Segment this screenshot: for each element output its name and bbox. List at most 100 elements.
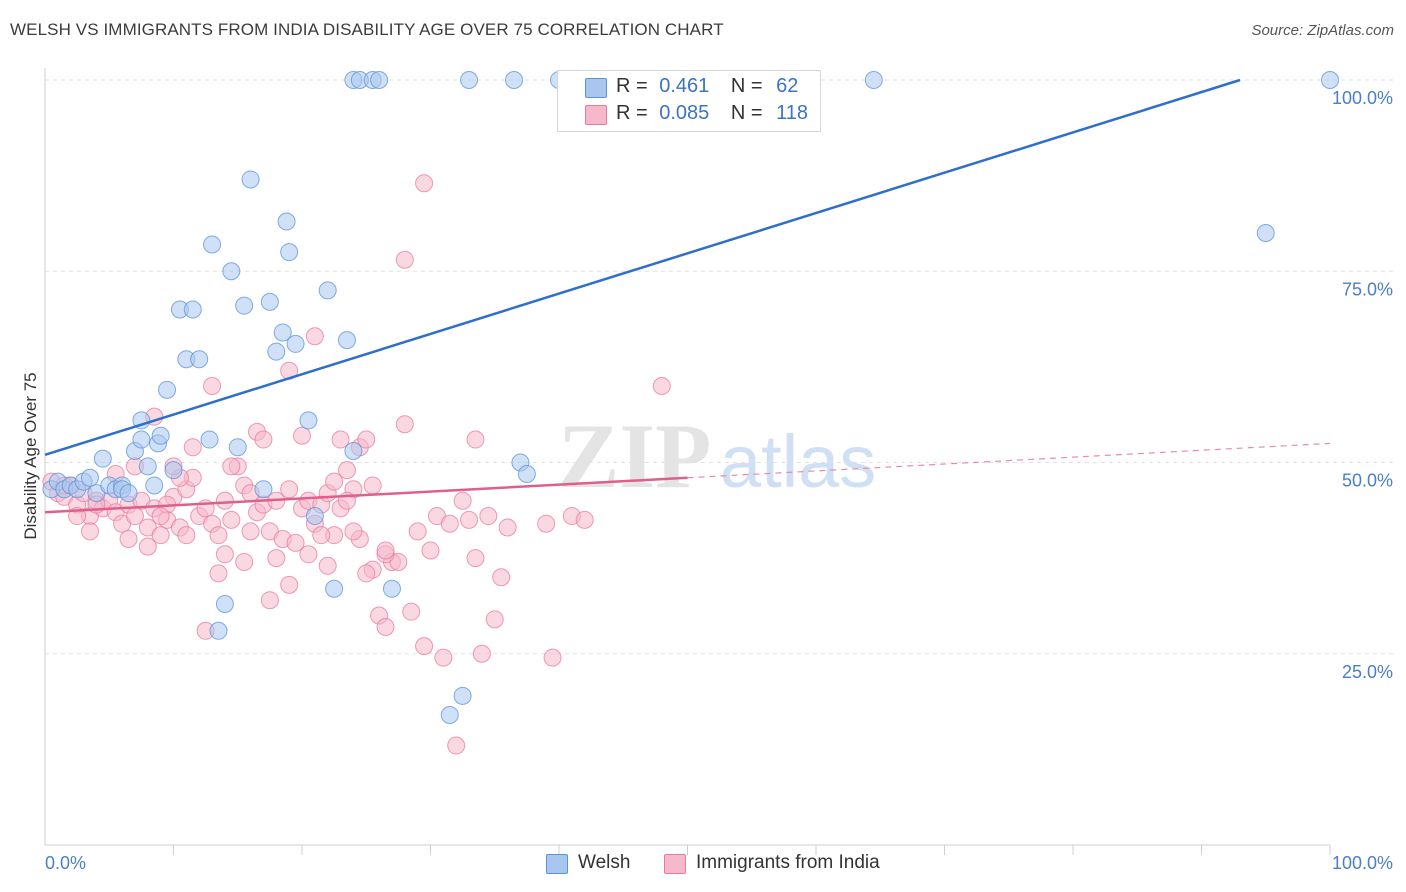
india-point [395, 250, 414, 269]
y-tick-label: 50.0% [1342, 471, 1393, 491]
welsh-point [318, 281, 337, 300]
india-point [209, 526, 228, 545]
y-tick-label: 25.0% [1342, 662, 1393, 682]
india-point [215, 545, 234, 564]
india-point [235, 552, 254, 571]
welsh-point [235, 296, 254, 315]
welsh-point [254, 480, 273, 499]
welsh-point [305, 507, 324, 526]
welsh-point [132, 430, 151, 449]
welsh-point [267, 342, 286, 361]
india-point [357, 564, 376, 583]
india-point [209, 564, 228, 583]
india-point [453, 491, 472, 510]
welsh-point [145, 476, 164, 495]
welsh-point [190, 350, 209, 369]
india-point [293, 426, 311, 445]
welsh-point [200, 430, 219, 449]
welsh-point [280, 243, 299, 262]
india-point [254, 430, 273, 449]
welsh-point [370, 71, 389, 89]
x-tick-label-max: 100.0% [1332, 853, 1393, 873]
legend-n-label: N = [730, 75, 763, 97]
india-point [80, 522, 99, 541]
legend-swatch-welsh [585, 78, 607, 98]
india-point [575, 510, 594, 529]
welsh-point [1321, 71, 1339, 89]
welsh-point [517, 464, 536, 483]
welsh-point [505, 71, 524, 89]
india-point [280, 480, 299, 499]
india-point [125, 507, 144, 526]
welsh-point [440, 705, 459, 724]
india-point [498, 518, 517, 537]
watermark-atlas: atlas [720, 420, 876, 503]
india-point [466, 549, 485, 568]
india-point [138, 537, 157, 556]
welsh-point [222, 262, 241, 281]
welsh-point [93, 449, 112, 468]
welsh-point [325, 579, 344, 598]
india-point [280, 575, 299, 594]
welsh-point [209, 621, 228, 640]
welsh-point [277, 212, 296, 231]
india-point [479, 507, 498, 526]
tick-labels: 25.0% 50.0% 75.0% 100.0% 0.0% 100.0% [45, 88, 1393, 873]
india-point [331, 430, 350, 449]
india-point [376, 617, 395, 636]
welsh-points [42, 71, 1339, 724]
india-point [151, 507, 170, 526]
bottom-legend-label-welsh: Welsh [578, 852, 631, 873]
india-point [241, 522, 260, 541]
india-point [485, 610, 504, 629]
india-point [543, 648, 562, 667]
india-point [325, 472, 344, 491]
y-tick-label: 100.0% [1332, 88, 1393, 108]
welsh-point [241, 170, 260, 189]
bottom-legend-swatch-india [664, 854, 686, 874]
india-point [415, 174, 434, 193]
india-point [415, 637, 434, 656]
welsh-point [228, 438, 247, 457]
india-point [440, 514, 459, 533]
welsh-point [299, 411, 318, 430]
welsh-point [864, 71, 883, 89]
legend-n-value-india: 118 [776, 102, 809, 124]
source-label: Source: ZipAtlas.com [1251, 22, 1394, 39]
india-point [222, 510, 241, 529]
legend-n-value-welsh: 62 [776, 75, 799, 97]
welsh-point [344, 442, 363, 461]
welsh-point [203, 235, 222, 254]
welsh-point [337, 331, 356, 350]
india-point [177, 526, 196, 545]
india-point [119, 530, 138, 548]
welsh-point [80, 468, 99, 487]
india-point [337, 461, 356, 480]
india-point [472, 644, 491, 663]
india-point [460, 510, 479, 529]
legend-swatch-india [585, 105, 607, 125]
india-point [344, 522, 363, 541]
india-point [402, 602, 421, 621]
welsh-point [164, 461, 183, 480]
india-point [267, 549, 286, 568]
india-point [203, 377, 222, 395]
india-point [492, 568, 511, 587]
india-trend-line [44, 476, 688, 514]
y-tick-label: 75.0% [1342, 279, 1393, 299]
india-point [466, 430, 485, 449]
welsh-point [382, 579, 401, 598]
india-point [652, 377, 671, 395]
india-point [222, 457, 241, 476]
india-point [305, 327, 324, 346]
trend-lines [44, 78, 1331, 514]
india-point [421, 541, 440, 560]
legend-n-label: N = [730, 102, 763, 124]
welsh-point [453, 686, 472, 705]
watermark-zip: ZIP [558, 405, 711, 507]
welsh-point [260, 292, 279, 311]
india-point [357, 430, 376, 449]
welsh-point [215, 595, 234, 614]
legend-r-label: R = [616, 102, 648, 124]
india-point [318, 556, 337, 575]
